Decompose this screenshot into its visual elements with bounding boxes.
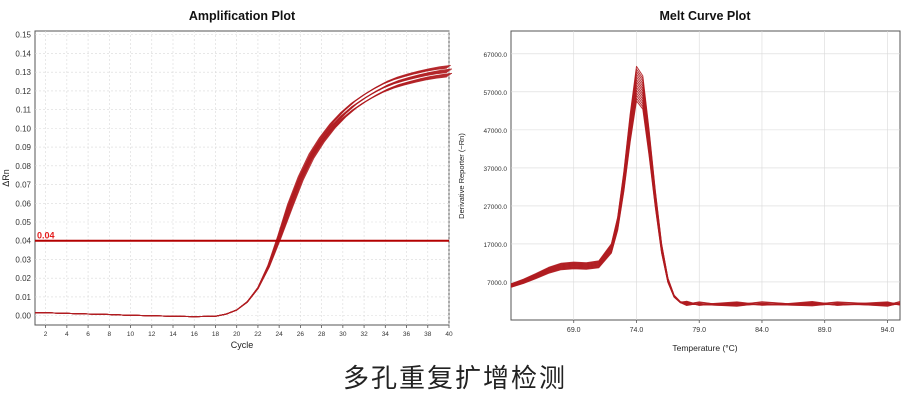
amp-x-tick-label: 34 (382, 331, 390, 338)
melt-curves (510, 65, 901, 307)
amp-x-tick-label: 20 (233, 331, 241, 338)
amp-x-tick-label: 8 (107, 331, 111, 338)
melt-x-tick-label: 69.0 (567, 327, 581, 334)
melt-replicate-curve (510, 65, 901, 306)
amplification-x-ticks: 2 4 6 8 10 12 14 16 18 20 22 24 26 28 30 32 34 36 38 40 (44, 325, 453, 338)
amp-y-tick-label: 0.11 (16, 106, 32, 115)
amplification-plot-area (34, 30, 450, 326)
amp-x-tick-label: 18 (212, 331, 220, 338)
amp-x-tick-label: 26 (297, 331, 305, 338)
melt-x-tick-label: 79.0 (692, 327, 706, 334)
amp-y-tick-label: 0.04 (15, 237, 31, 246)
melt-x-ticks: 69.0 74.0 79.0 84.0 89.0 94.0 (567, 320, 894, 334)
amp-y-tick-label: 0.01 (15, 293, 31, 302)
melt-y-tick-label: 17000.0 (484, 242, 508, 249)
amp-x-tick-label: 2 (44, 331, 48, 338)
amp-replicate-curve (35, 65, 451, 318)
melt-x-tick-label: 74.0 (630, 327, 644, 334)
melt-y-tick-label: 27000.0 (484, 204, 508, 211)
amp-x-tick-label: 16 (191, 331, 199, 338)
amp-y-tick-label: 0.14 (15, 49, 31, 58)
amp-y-tick-label: 0.13 (15, 68, 31, 77)
melt-plot-area (510, 30, 901, 321)
amp-x-tick-label: 6 (86, 331, 90, 338)
melt-x-tick-label: 84.0 (755, 327, 769, 334)
amp-x-tick-label: 32 (360, 331, 368, 338)
amp-x-tick-label: 22 (254, 331, 262, 338)
amp-y-tick-label: 0.03 (15, 255, 31, 264)
melt-y-tick-label: 47000.0 (484, 128, 508, 135)
melt-y-ticks: 7000.0 17000.0 27000.0 37000.0 47000.0 57000.… (484, 52, 508, 287)
amp-x-tick-label: 14 (169, 331, 177, 338)
amp-y-tick-label: 0.07 (15, 181, 31, 190)
amplification-x-label: Cycle (231, 340, 254, 350)
melt-x-tick-label: 94.0 (881, 327, 895, 334)
amplification-plot: Amplification Plot 0.000.010.020.030.040… (1, 9, 453, 350)
threshold-label: 0.04 (37, 231, 55, 241)
amp-x-tick-label: 36 (403, 331, 411, 338)
melt-y-tick-label: 7000.0 (487, 280, 507, 287)
melt-x-tick-label: 89.0 (818, 327, 832, 334)
amp-y-tick-label: 0.10 (15, 124, 31, 133)
amplification-y-ticks: 0.00 0.01 0.02 0.03 0.04 0.05 0.06 0.07 0.08 0.09… (15, 31, 31, 321)
melt-y-tick-label: 67000.0 (484, 52, 508, 59)
amp-y-tick-label: 0.05 (15, 218, 31, 227)
melt-curve-plot: Melt Curve Plot 7000.0 17000.0 27000.0 3700… (457, 9, 901, 353)
amp-x-tick-label: 10 (127, 331, 135, 338)
melt-grid (511, 31, 900, 320)
amp-x-tick-label: 24 (276, 331, 284, 338)
amp-x-tick-label: 28 (318, 331, 326, 338)
amplification-y-label: ΔRn (1, 169, 11, 187)
amplification-curves (35, 65, 453, 318)
melt-y-tick-label: 37000.0 (484, 166, 508, 173)
amp-x-tick-label: 30 (339, 331, 347, 338)
amp-y-tick-label: 0.02 (15, 274, 31, 283)
amp-y-tick-label: 0.00 (15, 312, 31, 321)
amp-y-tick-label: 0.06 (15, 199, 31, 208)
amp-y-tick-label: 0.09 (15, 143, 31, 152)
melt-curve-plot-title: Melt Curve Plot (660, 9, 752, 23)
amp-x-tick-label: 4 (65, 331, 69, 338)
amp-x-tick-label: 38 (424, 331, 432, 338)
amp-y-tick-label: 0.12 (15, 87, 31, 96)
melt-y-tick-label: 57000.0 (484, 90, 508, 97)
figure-caption: 多孔重复扩增检测 (342, 364, 567, 394)
amp-y-tick-label: 0.15 (15, 31, 31, 40)
amp-x-tick-label: 12 (148, 331, 156, 338)
amp-y-tick-label: 0.08 (15, 162, 31, 171)
amp-x-tick-label: 40 (445, 331, 453, 338)
amplification-plot-title: Amplification Plot (189, 9, 296, 23)
melt-y-label: Derivative Reporter (−Rn) (457, 133, 466, 219)
melt-x-label: Temperature (°C) (672, 343, 737, 353)
